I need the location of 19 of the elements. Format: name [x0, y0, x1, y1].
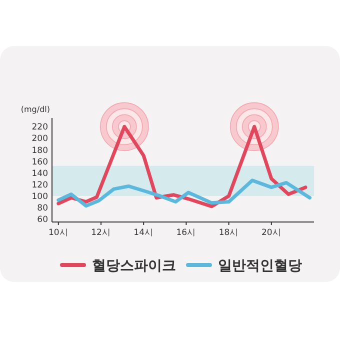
y-tick-label: 180 [32, 146, 48, 156]
y-tick-label: 100 [32, 192, 48, 202]
x-tick-label: 14시 [134, 228, 154, 238]
y-axis-title: (mg/dl) [20, 105, 50, 114]
x-tick-label: 12시 [91, 228, 111, 238]
x-tick-label: 18시 [218, 228, 239, 238]
y-tick-label: 120 [32, 180, 48, 190]
legend-label: 일반적인혈당 [218, 258, 302, 274]
y-tick-label: 80 [37, 204, 48, 214]
y-tick-label: 200 [32, 134, 48, 144]
y-tick-label: 60 [37, 215, 48, 226]
y-tick-label: 160 [32, 157, 48, 168]
legend-label: 혈당스파이크 [92, 258, 176, 274]
y-tick-label: 140 [32, 168, 48, 179]
x-tick-label: 10시 [48, 228, 68, 238]
x-tick-label: 16시 [176, 228, 196, 238]
line-series [56, 178, 312, 208]
y-tick-label: 220 [32, 122, 48, 133]
x-tick-label: 20시 [261, 228, 282, 238]
